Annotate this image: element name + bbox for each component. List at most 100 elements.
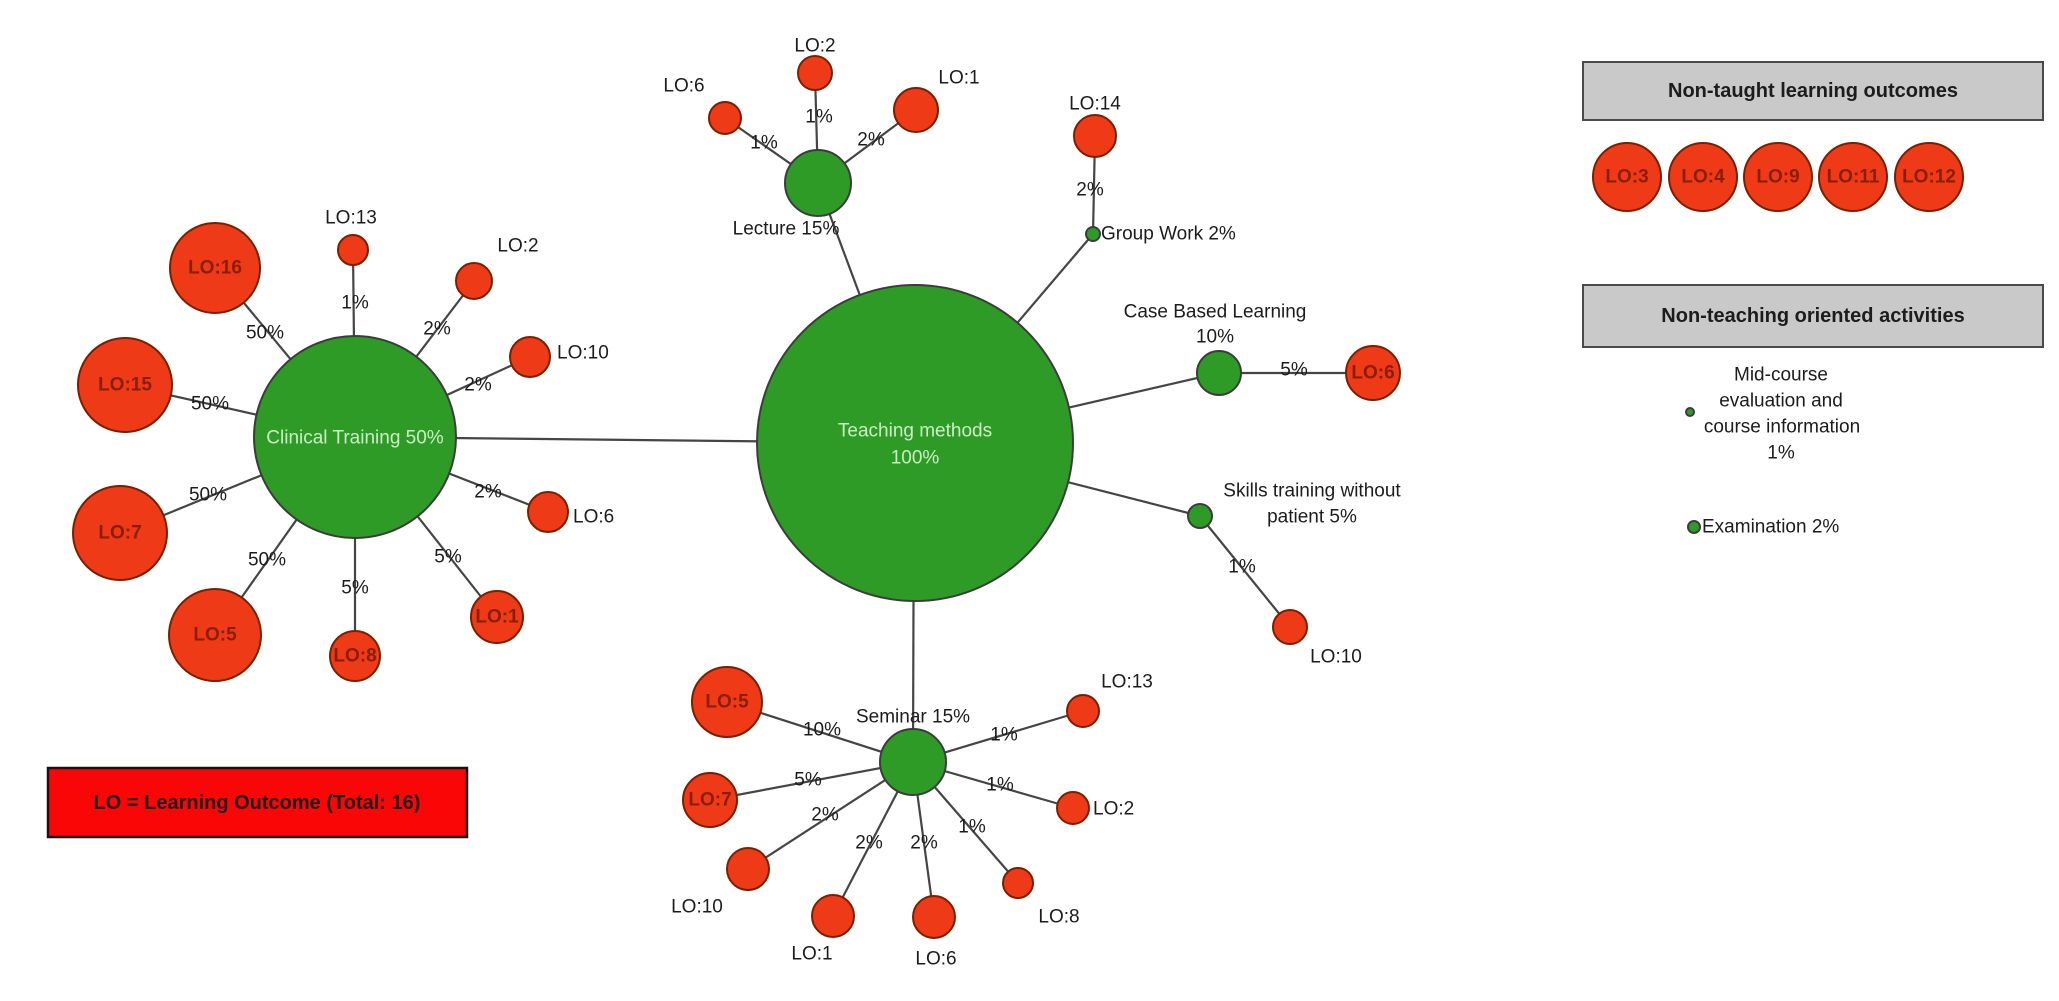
lo-label: LO:13	[325, 208, 377, 229]
lo-label: LO:2	[497, 236, 538, 257]
node-seminar-lo5	[691, 666, 763, 738]
lo-label: LO:4	[1681, 167, 1725, 188]
lo-label: LO:10	[671, 897, 723, 918]
outcome-nodes	[72, 55, 1401, 939]
node-clinical-lo16	[169, 222, 261, 314]
node-seminar-lo10	[726, 847, 770, 891]
clinical-outcome-labels: LO:16 50% LO:13 1% LO:2 2% LO:10 2% LO:1…	[98, 208, 614, 667]
edge-pct-label: 2%	[910, 833, 938, 854]
skills-training-value: patient 5%	[1267, 507, 1357, 528]
seminar-label: Seminar 15%	[856, 707, 970, 728]
legend-non-taught: Non-taught learning outcomes LO:3 LO:4 L…	[1582, 61, 2044, 212]
edge-pct-label: 5%	[1280, 360, 1308, 381]
examination-label: Examination 2%	[1702, 517, 1839, 538]
lecture-label: Lecture 15%	[733, 219, 840, 240]
key-box	[46, 766, 469, 839]
lo-label: LO:3	[1605, 167, 1648, 188]
edge-pct-label: 2%	[423, 319, 451, 340]
node-clinical-lo2	[455, 262, 493, 300]
lo-label: LO:12	[1902, 167, 1956, 188]
edge-pct-label: 1%	[990, 725, 1018, 746]
node-legend-lo11	[1818, 142, 1888, 212]
node-clinical-lo7	[72, 485, 168, 581]
mid-course-line: Mid-course	[1734, 365, 1828, 386]
node-case-based-learning	[1196, 350, 1242, 396]
node-group-work	[1085, 226, 1101, 242]
node-legend-lo9	[1743, 142, 1813, 212]
node-clinical-lo5	[168, 588, 262, 682]
node-clinical-lo13	[337, 234, 369, 266]
edge-pct-label: 5%	[434, 547, 462, 568]
edge-pct-label: 2%	[811, 805, 839, 826]
lo-label: LO:6	[1351, 363, 1394, 384]
legend-activities: Non-teaching oriented activities Mid-cou…	[1582, 284, 2044, 538]
key-box-label: LO = Learning Outcome (Total: 16)	[94, 792, 421, 814]
edge-pct-label: 2%	[855, 833, 883, 854]
method-labels: Teaching methods 100% Clinical Training …	[266, 219, 1401, 728]
node-seminar-lo2	[1056, 791, 1090, 825]
lo-label: LO:10	[1310, 647, 1362, 668]
case-based-learning-label: Case Based Learning	[1124, 302, 1307, 323]
node-clinical-lo6	[527, 491, 569, 533]
skills-training-label: Skills training without	[1223, 481, 1401, 502]
edge-pct-label: 2%	[474, 482, 502, 503]
examination-dot	[1687, 520, 1701, 534]
mid-course-line: 1%	[1767, 443, 1795, 464]
lo-label: LO:6	[573, 507, 614, 528]
edge-pct-label: 50%	[189, 485, 227, 506]
edge-pct-label: 50%	[191, 394, 229, 415]
edge-pct-label: 1%	[1228, 557, 1256, 578]
mid-course-dot	[1685, 407, 1695, 417]
edge-pct-label: 1%	[805, 107, 833, 128]
lo-label: LO:9	[1756, 167, 1799, 188]
edge-pct-label: 2%	[1076, 180, 1104, 201]
edge-skills-lo10	[1199, 515, 1291, 628]
case-based-learning-value: 10%	[1196, 327, 1234, 348]
node-skills-training	[1187, 503, 1213, 529]
node-clinical-lo10	[509, 336, 551, 378]
node-groupwork-lo14	[1073, 114, 1117, 158]
lo-label: LO:2	[794, 36, 835, 57]
node-legend-lo12	[1894, 142, 1964, 212]
lo-label: LO:1	[938, 68, 979, 89]
node-teaching-methods	[756, 284, 1074, 602]
edge-pct-label: 50%	[248, 550, 286, 571]
edge-pct-label: 1%	[958, 817, 986, 838]
edge-pct-label: 5%	[794, 770, 822, 791]
lo-label: LO:5	[193, 625, 237, 646]
node-seminar-lo13	[1066, 694, 1100, 728]
edge-pct-label: 10%	[803, 720, 841, 741]
node-casebased-lo6	[1345, 345, 1401, 401]
lo-label: LO:11	[1827, 167, 1880, 188]
legend-non-taught-title: Non-taught learning outcomes	[1668, 80, 1958, 102]
clinical-training-label: Clinical Training 50%	[266, 428, 444, 449]
node-skills-lo10	[1272, 609, 1308, 645]
node-clinical-training	[253, 335, 457, 539]
edge-pct-label: 2%	[857, 130, 885, 151]
node-seminar-lo6	[912, 895, 956, 939]
node-lecture-lo6	[708, 101, 742, 135]
node-legend-lo3	[1592, 142, 1662, 212]
edge-pct-label: 1%	[341, 293, 369, 314]
lo-label: LO:6	[663, 76, 704, 97]
node-lecture-lo1	[893, 87, 939, 133]
node-seminar	[879, 728, 947, 796]
lo-label: LO:1	[475, 607, 519, 628]
edge-pct-label: 50%	[246, 323, 284, 344]
lecture-outcome-labels: LO:6 1% LO:2 1% LO:1 2%	[663, 36, 979, 154]
node-legend-lo4	[1668, 142, 1738, 212]
lo-label: LO:16	[188, 258, 242, 279]
lo-label: LO:1	[791, 944, 832, 965]
lo-label: LO:6	[915, 949, 956, 970]
node-lecture	[784, 149, 852, 217]
edge-pct-label: 1%	[750, 133, 778, 154]
method-nodes	[253, 149, 1242, 796]
lo-label: LO:2	[1093, 799, 1134, 820]
node-seminar-lo8	[1002, 867, 1034, 899]
edge-pct-label: 5%	[341, 578, 369, 599]
group-work-label: Group Work 2%	[1101, 224, 1236, 245]
node-seminar-lo7	[682, 772, 738, 828]
edge-pct-label: 1%	[986, 775, 1014, 796]
